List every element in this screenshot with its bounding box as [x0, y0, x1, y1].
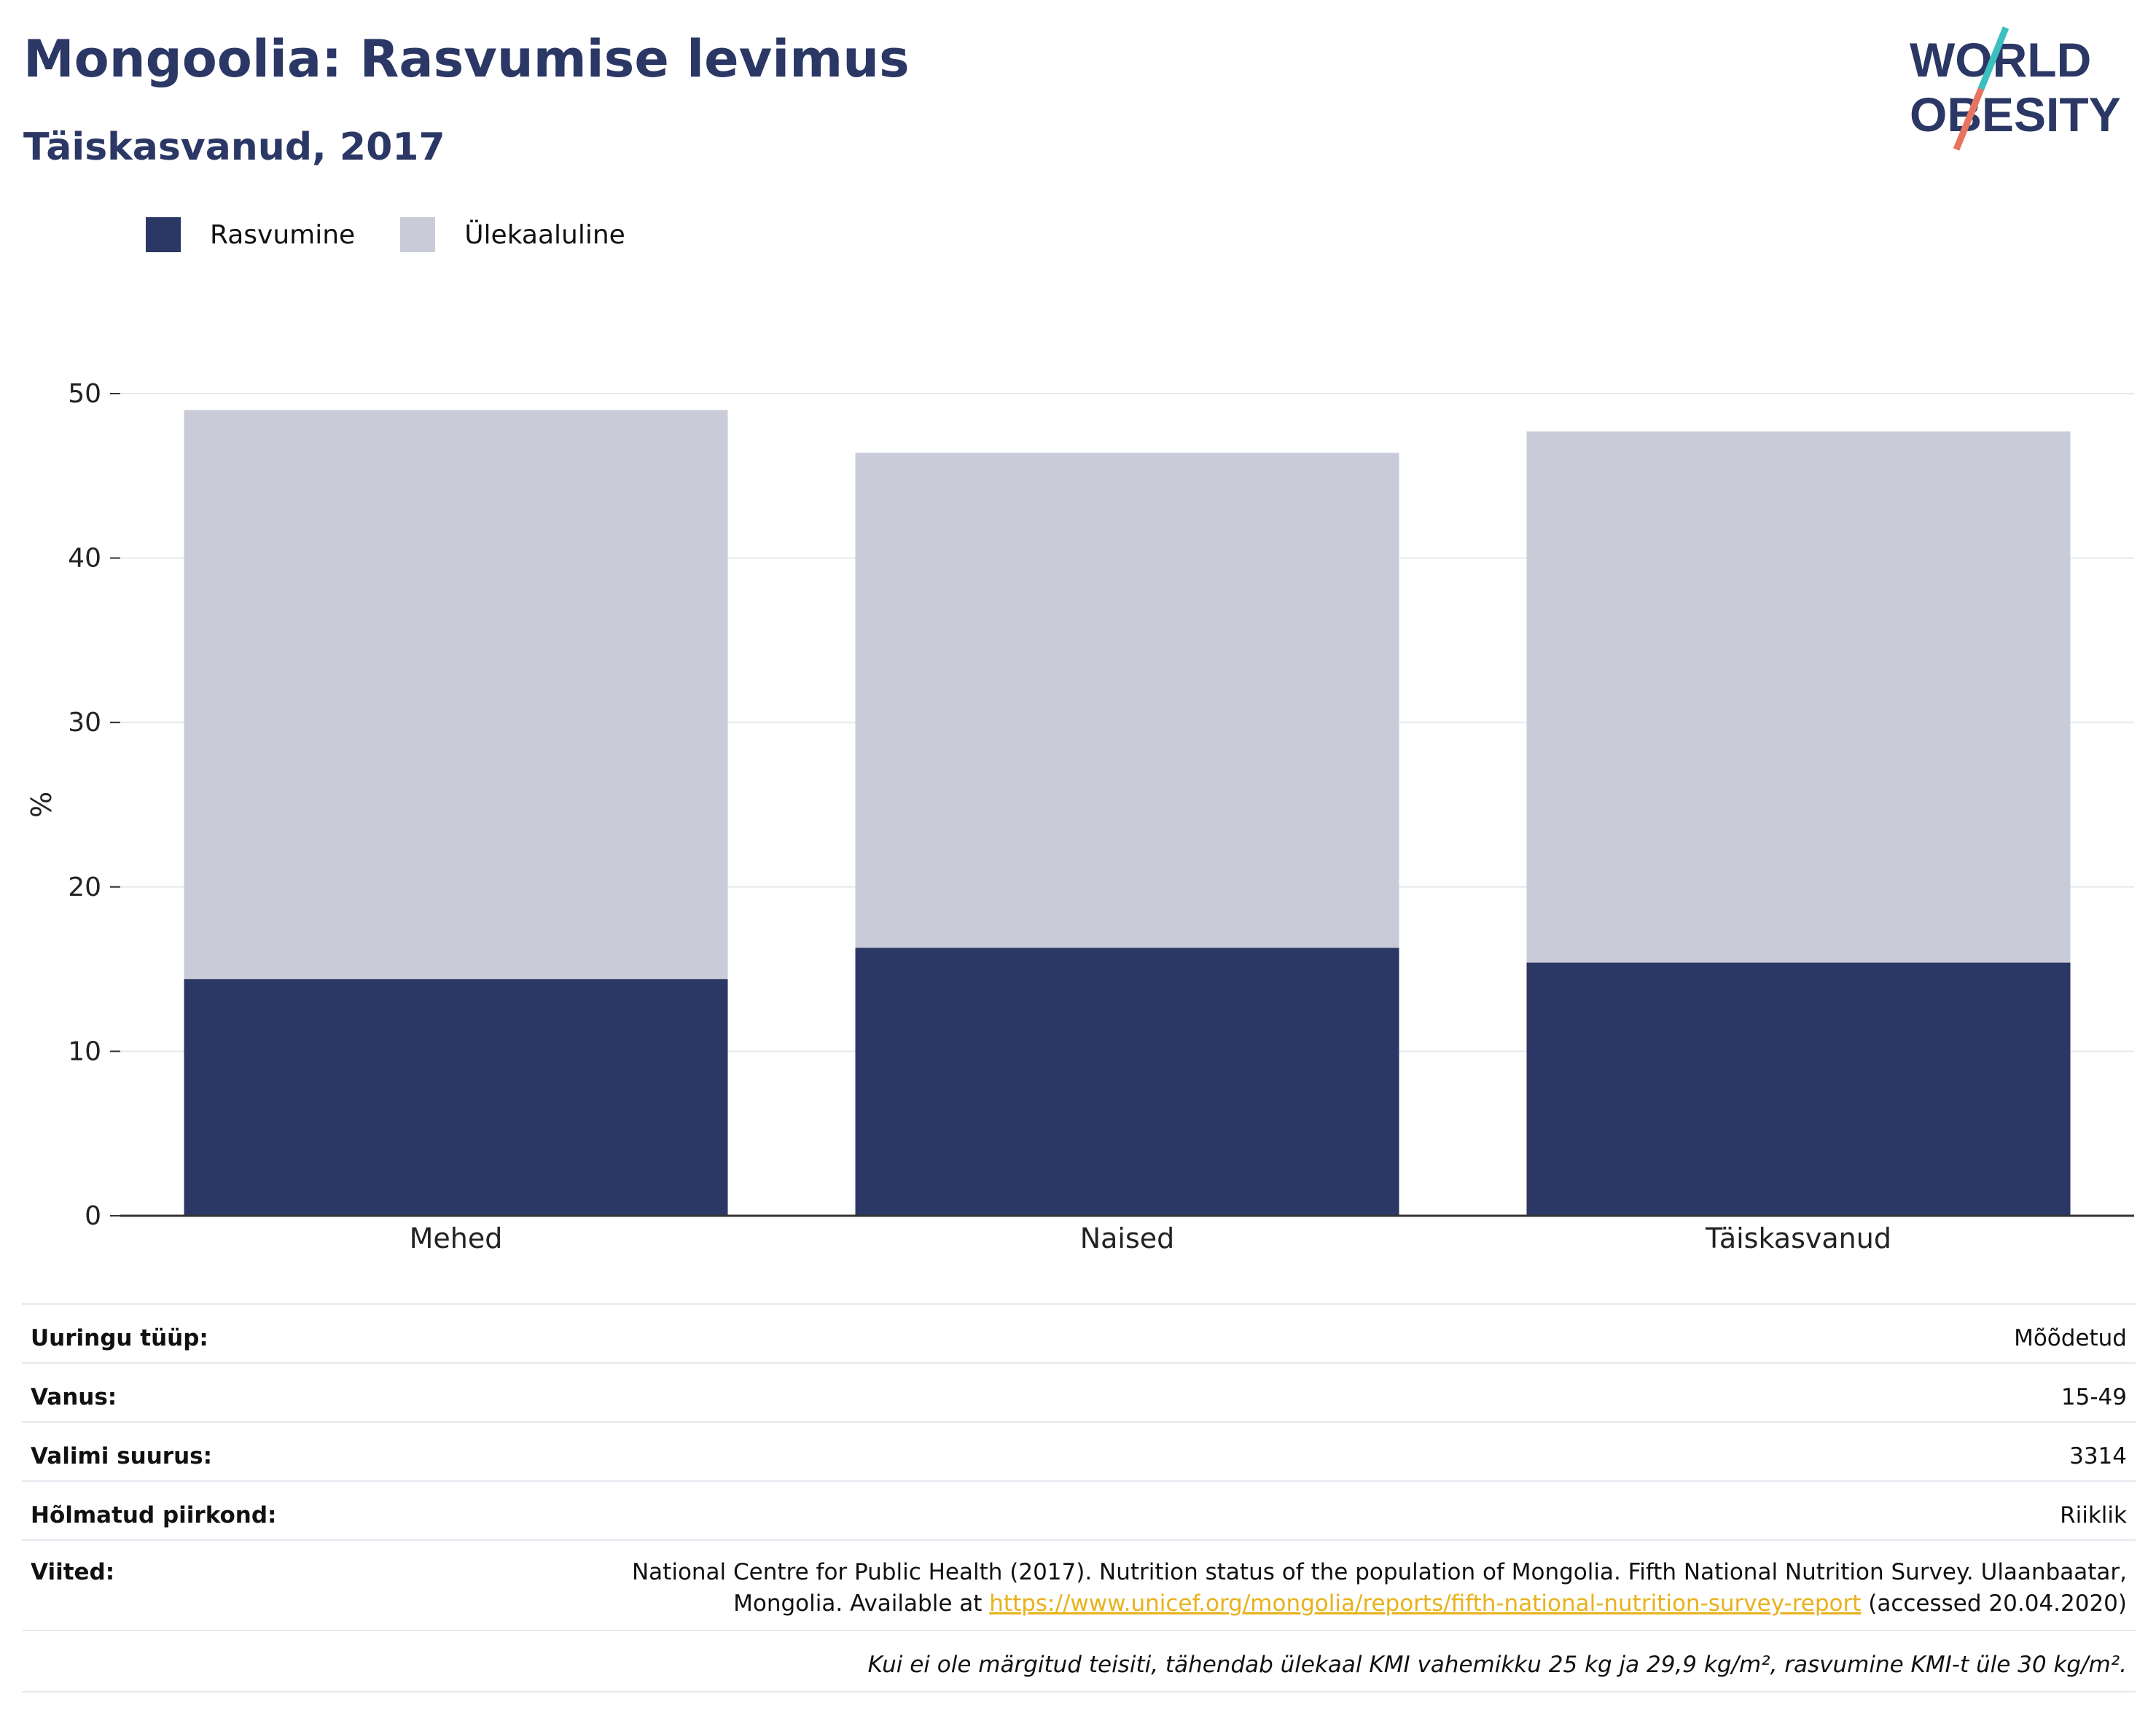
world-obesity-logo: WORLD OBESITY — [1910, 26, 2121, 151]
info-row-references: Viited: National Centre for Public Healt… — [22, 1539, 2136, 1630]
logo-slash-top — [1977, 26, 2009, 90]
references-line-2-pre: Mongolia. Available at — [733, 1590, 983, 1617]
info-label: Hõlmatud piirkond: — [22, 1480, 336, 1540]
info-row-area-covered: Hõlmatud piirkond: Riiklik — [22, 1480, 2136, 1540]
info-row-note: Kui ei ole märgitud teisiti, tähendab ül… — [22, 1630, 2136, 1692]
info-value: 15-49 — [335, 1362, 2136, 1422]
y-tick-label: 0 — [85, 1201, 101, 1231]
legend-label-rasvumine: Rasvumine — [210, 219, 356, 250]
info-label: Uuringu tüüp: — [22, 1303, 336, 1363]
info-row-sample-size: Valimi suurus: 3314 — [22, 1421, 2136, 1481]
references-line-1: National Centre for Public Health (2017)… — [631, 1559, 2127, 1585]
survey-info-table: Uuringu tüüp: Mõõdetud Vanus: 15-49 Vali… — [22, 1303, 2136, 1692]
x-tick-label: Mehed — [410, 1222, 503, 1254]
y-tick-label: 50 — [68, 379, 101, 409]
bar-rasvumine-0 — [184, 979, 728, 1216]
info-row-survey-type: Uuringu tüüp: Mõõdetud — [22, 1303, 2136, 1363]
x-tick-label: Naised — [1080, 1222, 1175, 1254]
bar--lekaaluline-2 — [1526, 431, 2071, 963]
info-label: Vanus: — [22, 1362, 336, 1422]
stacked-bar-chart: 0 10 20 30 40 50% Mehed Naised Täiskasvanud — [26, 379, 2134, 1254]
info-value: Mõõdetud — [335, 1303, 2136, 1363]
references-text: National Centre for Public Health (2017)… — [335, 1539, 2136, 1630]
legend-swatch-rasvumine — [146, 217, 181, 252]
page-title: Mongoolia: Rasvumise levimus — [23, 29, 910, 89]
logo-slash-bottom — [1953, 87, 1985, 151]
references-line-2-post: (accessed 20.04.2020) — [1868, 1590, 2127, 1617]
info-value: 3314 — [335, 1421, 2136, 1481]
bar--lekaaluline-1 — [855, 453, 1399, 948]
y-tick-label: 20 — [68, 872, 101, 902]
references-link[interactable]: https://www.unicef.org/mongolia/reports/… — [989, 1590, 1862, 1617]
info-row-age: Vanus: 15-49 — [22, 1362, 2136, 1422]
bar--lekaaluline-0 — [184, 410, 728, 980]
bar-rasvumine-2 — [1526, 962, 2071, 1216]
bar-rasvumine-1 — [855, 948, 1399, 1216]
definition-note: Kui ei ole märgitud teisiti, tähendab ül… — [22, 1630, 2136, 1692]
legend-label-ulekaaluline: Ülekaaluline — [464, 219, 625, 250]
y-tick-label: 30 — [68, 708, 101, 738]
x-tick-label: Täiskasvanud — [1705, 1222, 1891, 1254]
info-value: Riiklik — [335, 1480, 2136, 1540]
legend-item-ulekaaluline[interactable]: Ülekaaluline — [400, 217, 625, 252]
y-tick-label: 10 — [68, 1036, 101, 1066]
chart-legend: Rasvumine Ülekaaluline — [146, 217, 671, 252]
y-tick-label: 40 — [68, 544, 101, 574]
legend-swatch-ulekaaluline — [400, 217, 436, 252]
info-label: Viited: — [22, 1539, 336, 1630]
y-axis-label: % — [26, 792, 58, 818]
logo-line-2: OBESITY — [1910, 87, 2121, 141]
info-label: Valimi suurus: — [22, 1421, 336, 1481]
legend-item-rasvumine[interactable]: Rasvumine — [146, 217, 355, 252]
page-subtitle: Täiskasvanud, 2017 — [23, 125, 445, 169]
